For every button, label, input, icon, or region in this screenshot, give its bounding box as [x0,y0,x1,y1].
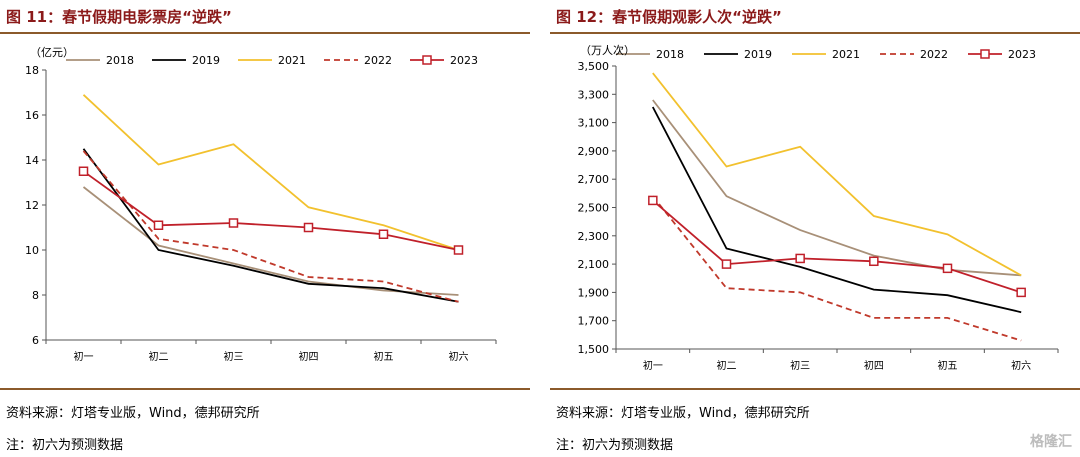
y-tick-label: 14 [25,154,39,167]
figure-title: 图 11：春节假期电影票房“逆跌” [6,8,232,26]
data-point-2023 [795,253,805,264]
data-point-2023 [78,166,89,176]
legend-label-2022: 2022 [364,54,392,67]
series-line-2018 [82,186,459,296]
top-rule [550,32,1080,34]
series-line-2022 [652,195,1022,342]
y-tick-label: 1,700 [578,315,610,328]
note-text: 注：初六为预测数据 [6,438,124,453]
chart-panel-11: 图 11：春节假期电影票房“逆跌” 6 8 10 12 14 16 18 初一 初二 初三 初四 初五… [0,0,530,457]
series-line-2021 [652,72,1022,277]
x-tick-label: 初二 [717,359,737,372]
x-tick-label: 初五 [374,350,394,363]
y-tick-label: 3,100 [578,117,610,130]
series-line-2018 [652,99,1022,277]
y-tick-label: 18 [25,64,39,77]
chart-svg: 6 8 10 12 14 16 18 初一 初二 初三 初四 初五 初六 2018 2019 2021 2022… [25,54,497,363]
legend-label-2019: 2019 [192,54,220,67]
data-point-2023 [303,222,314,233]
y-tick-label: 16 [25,109,39,122]
legend-label-2021: 2021 [832,48,860,61]
y-tick-label: 1,500 [578,343,610,356]
figure-title: 图 12：春节假期观影人次“逆跌” [556,8,782,26]
series-line-2019 [82,148,459,303]
y-tick-label: 2,300 [578,230,610,243]
y-tick-label: 10 [25,244,39,257]
y-tick-label: 3,500 [578,60,610,73]
y-tick-label: 2,900 [578,145,610,158]
data-point-2023 [228,218,239,228]
data-point-2023 [721,259,732,269]
legend-label-2022: 2022 [920,48,948,61]
y-tick-label: 12 [25,199,39,212]
source-text: 资料来源：灯塔专业版，Wind，德邦研究所 [556,406,810,421]
chart-svg: 1,500 1,700 1,900 2,100 2,300 2,500 2,700 2,900… [578,48,1059,372]
y-tick-label: 6 [32,334,39,347]
legend-marker-2023 [422,55,432,65]
data-point-2023 [648,195,658,206]
y-tick-label: 8 [32,289,39,302]
y-tick-label: 2,100 [578,258,610,271]
y-axis-unit: （万人次） [580,44,635,57]
data-point-2023 [378,229,389,239]
y-tick-label: 3,300 [578,88,610,101]
x-tick-label: 初六 [449,350,469,363]
watermark-logo: 格隆汇 [1030,434,1072,450]
x-tick-label: 初六 [1011,359,1031,372]
series-line-2023 [82,170,459,251]
x-tick-label: 初三 [790,359,810,372]
legend-label-2018: 2018 [656,48,684,61]
x-tick-label: 初二 [149,350,169,363]
x-tick-label: 初五 [938,359,958,372]
note-text: 注：初六为预测数据 [556,438,674,453]
source-text: 资料来源：灯塔专业版，Wind，德邦研究所 [6,406,260,421]
top-rule [0,32,530,34]
x-tick-label: 初三 [224,350,244,363]
y-tick-label: 2,700 [578,173,610,186]
legend-label-2023: 2023 [1008,48,1036,61]
legend-label-2019: 2019 [744,48,772,61]
legend-label-2023: 2023 [450,54,478,67]
series-line-2019 [652,106,1022,314]
bottom-rule [550,388,1080,390]
data-point-2023 [1016,287,1026,298]
legend-label-2021: 2021 [278,54,306,67]
data-point-2023 [453,245,464,255]
legend-label-2018: 2018 [106,54,134,67]
bottom-rule [0,388,530,390]
data-point-2023 [869,256,879,267]
series-line-2022 [82,150,459,303]
legend-marker-2023 [980,49,990,59]
x-tick-label: 初四 [864,359,884,372]
y-tick-label: 2,500 [578,202,610,215]
data-point-2023 [942,263,953,274]
data-point-2023 [153,220,164,230]
x-tick-label: 初四 [299,350,319,363]
series-line-2021 [82,94,459,251]
chart-panel-12: 图 12：春节假期观影人次“逆跌” 1,500 1,700 1,900 2,100 2,… [550,0,1080,457]
x-tick-label: 初一 [74,350,94,363]
y-tick-label: 1,900 [578,286,610,299]
x-tick-label: 初一 [643,359,663,372]
series-line-2023 [652,199,1022,294]
y-axis-unit: （亿元） [30,46,74,59]
